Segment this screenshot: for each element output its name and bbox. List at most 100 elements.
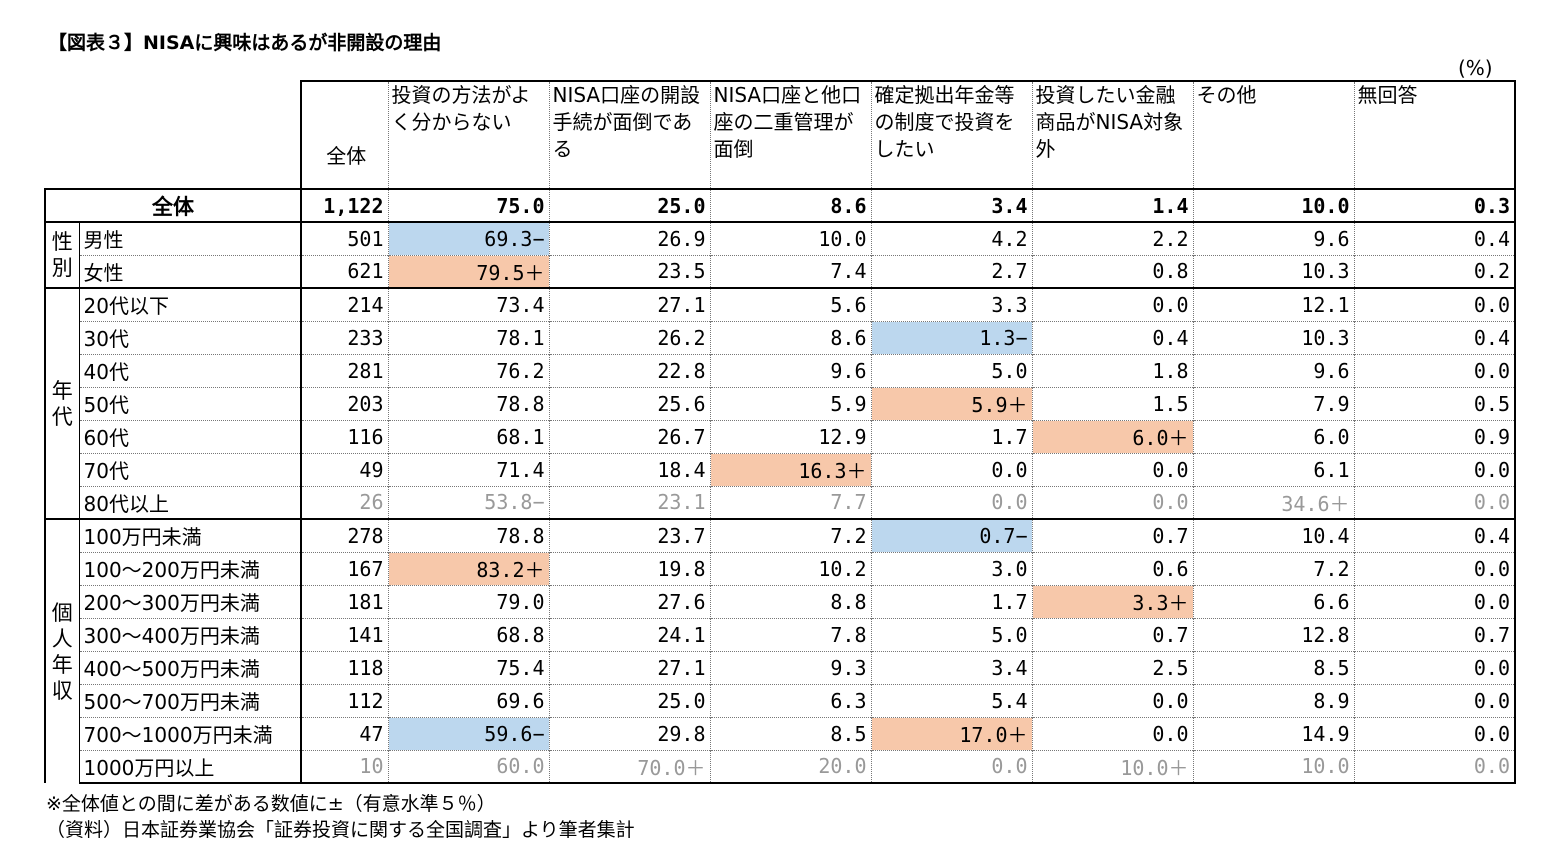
table-row: 100～200万円未満 167 83.2＋ 19.8 10.2 3.0 0.6 7.2 0.0 bbox=[45, 551, 1516, 585]
value-cell: 26.7 bbox=[548, 419, 710, 453]
row-label: 500～700万円未満 bbox=[78, 683, 301, 717]
value-cell: 9.6 bbox=[709, 353, 871, 387]
row-label: 50代 bbox=[78, 386, 301, 420]
value-cell: 14.9 bbox=[1192, 716, 1354, 750]
value-cell: 0.0 bbox=[1031, 287, 1193, 321]
value-cell: 0.5 bbox=[1353, 386, 1516, 420]
row-label: 400～500万円未満 bbox=[78, 650, 301, 684]
value-cell: 22.8 bbox=[548, 353, 710, 387]
value-cell: 2.7 bbox=[870, 254, 1032, 288]
group-label-char: 収 bbox=[51, 678, 73, 703]
value-cell: 0.4 bbox=[1353, 518, 1516, 552]
row-label: 40代 bbox=[78, 353, 301, 387]
row-label: 1000万円以上 bbox=[78, 749, 301, 784]
count-cell: 278 bbox=[300, 518, 388, 552]
value-cell: 23.7 bbox=[548, 518, 710, 552]
value-cell: 12.9 bbox=[709, 419, 871, 453]
value-cell: 3.3＋ bbox=[1031, 584, 1193, 618]
value-cell: 34.6＋ bbox=[1192, 485, 1354, 519]
value-cell: 6.6 bbox=[1192, 584, 1354, 618]
count-cell: 233 bbox=[300, 320, 388, 354]
group-label-char: 人 bbox=[51, 626, 73, 651]
value-cell: 8.9 bbox=[1192, 683, 1354, 717]
value-cell: 0.0 bbox=[1031, 716, 1193, 750]
value-cell: 0.8 bbox=[1031, 254, 1193, 288]
value-cell: 60.0 bbox=[387, 749, 549, 784]
value-cell: 59.6− bbox=[387, 716, 549, 750]
count-cell: 112 bbox=[300, 683, 388, 717]
value-cell: 2.2 bbox=[1031, 221, 1193, 255]
value-cell: 25.0 bbox=[548, 188, 710, 222]
value-cell: 9.6 bbox=[1192, 221, 1354, 255]
value-cell: 18.4 bbox=[548, 452, 710, 486]
value-cell: 6.0 bbox=[1192, 419, 1354, 453]
value-cell: 0.0 bbox=[1353, 551, 1516, 585]
value-cell: 1.7 bbox=[870, 419, 1032, 453]
value-cell: 10.0＋ bbox=[1031, 749, 1193, 784]
count-cell: 214 bbox=[300, 287, 388, 321]
data-table: 全体 投資の方法がよく分からない NISA口座の開設手続が面倒である NISA口… bbox=[44, 80, 1516, 784]
value-cell: 10.0 bbox=[1192, 188, 1354, 222]
value-cell: 79.0 bbox=[387, 584, 549, 618]
value-cell: 78.8 bbox=[387, 386, 549, 420]
value-cell: 0.7 bbox=[1031, 617, 1193, 651]
count-cell: 26 bbox=[300, 485, 388, 519]
value-cell: 26.9 bbox=[548, 221, 710, 255]
column-header: NISA口座の開設手続が面倒である bbox=[548, 80, 710, 189]
value-cell: 0.0 bbox=[1353, 716, 1516, 750]
count-cell: 47 bbox=[300, 716, 388, 750]
value-cell: 3.4 bbox=[870, 650, 1032, 684]
value-cell: 0.0 bbox=[1353, 287, 1516, 321]
table-row: 40代 281 76.2 22.8 9.6 5.0 1.8 9.6 0.0 bbox=[45, 353, 1516, 387]
count-cell: 281 bbox=[300, 353, 388, 387]
header-row: 全体 投資の方法がよく分からない NISA口座の開設手続が面倒である NISA口… bbox=[45, 80, 1516, 189]
value-cell: 0.7 bbox=[1353, 617, 1516, 651]
value-cell: 68.1 bbox=[387, 419, 549, 453]
value-cell: 16.3＋ bbox=[709, 452, 871, 486]
count-cell: 118 bbox=[300, 650, 388, 684]
value-cell: 6.3 bbox=[709, 683, 871, 717]
value-cell: 1.7 bbox=[870, 584, 1032, 618]
count-cell: 116 bbox=[300, 419, 388, 453]
value-cell: 26.2 bbox=[548, 320, 710, 354]
value-cell: 0.7 bbox=[1031, 518, 1193, 552]
row-label: 20代以下 bbox=[78, 287, 301, 321]
count-cell: 10 bbox=[300, 749, 388, 784]
value-cell: 83.2＋ bbox=[387, 551, 549, 585]
value-cell: 69.6 bbox=[387, 683, 549, 717]
count-cell: 501 bbox=[300, 221, 388, 255]
group-label: 個人年収 bbox=[44, 518, 80, 783]
row-label: 700～1000万円未満 bbox=[78, 716, 301, 750]
value-cell: 7.4 bbox=[709, 254, 871, 288]
value-cell: 75.0 bbox=[387, 188, 549, 222]
value-cell: 1.3− bbox=[870, 320, 1032, 354]
value-cell: 4.2 bbox=[870, 221, 1032, 255]
value-cell: 0.6 bbox=[1031, 551, 1193, 585]
value-cell: 0.2 bbox=[1353, 254, 1516, 288]
table-row: 400～500万円未満 118 75.4 27.1 9.3 3.4 2.5 8.5 0.0 bbox=[45, 650, 1516, 684]
table-row: 70代 49 71.4 18.4 16.3＋ 0.0 0.0 6.1 0.0 bbox=[45, 452, 1516, 486]
count-cell: 49 bbox=[300, 452, 388, 486]
count-cell: 203 bbox=[300, 386, 388, 420]
table-row: 年代 20代以下 214 73.4 27.1 5.6 3.3 0.0 12.1 0.0 bbox=[44, 287, 1516, 519]
table-row: 700～1000万円未満 47 59.6− 29.8 8.5 17.0＋ 0.0 14.9 0.… bbox=[45, 716, 1516, 750]
value-cell: 0.4 bbox=[1353, 221, 1516, 255]
value-cell: 8.6 bbox=[709, 188, 871, 222]
table-row: 60代 116 68.1 26.7 12.9 1.7 6.0＋ 6.0 0.9 bbox=[45, 419, 1516, 453]
value-cell: 7.2 bbox=[709, 518, 871, 552]
value-cell: 1.4 bbox=[1031, 188, 1193, 222]
value-cell: 0.0 bbox=[870, 452, 1032, 486]
value-cell: 78.1 bbox=[387, 320, 549, 354]
column-header: 投資したい金融商品がNISA対象外 bbox=[1031, 80, 1193, 189]
table-row: 500～700万円未満 112 69.6 25.0 6.3 5.4 0.0 8.9 0.0 bbox=[45, 683, 1516, 717]
value-cell: 10.3 bbox=[1192, 254, 1354, 288]
value-cell: 8.5 bbox=[709, 716, 871, 750]
value-cell: 0.0 bbox=[1353, 650, 1516, 684]
value-cell: 29.8 bbox=[548, 716, 710, 750]
group-label-char: 年 bbox=[51, 378, 73, 403]
value-cell: 73.4 bbox=[387, 287, 549, 321]
value-cell: 10.0 bbox=[709, 221, 871, 255]
header-corner bbox=[45, 81, 301, 189]
column-header: その他 bbox=[1192, 80, 1354, 189]
table-row: 30代 233 78.1 26.2 8.6 1.3− 0.4 10.3 0.4 bbox=[45, 320, 1516, 354]
